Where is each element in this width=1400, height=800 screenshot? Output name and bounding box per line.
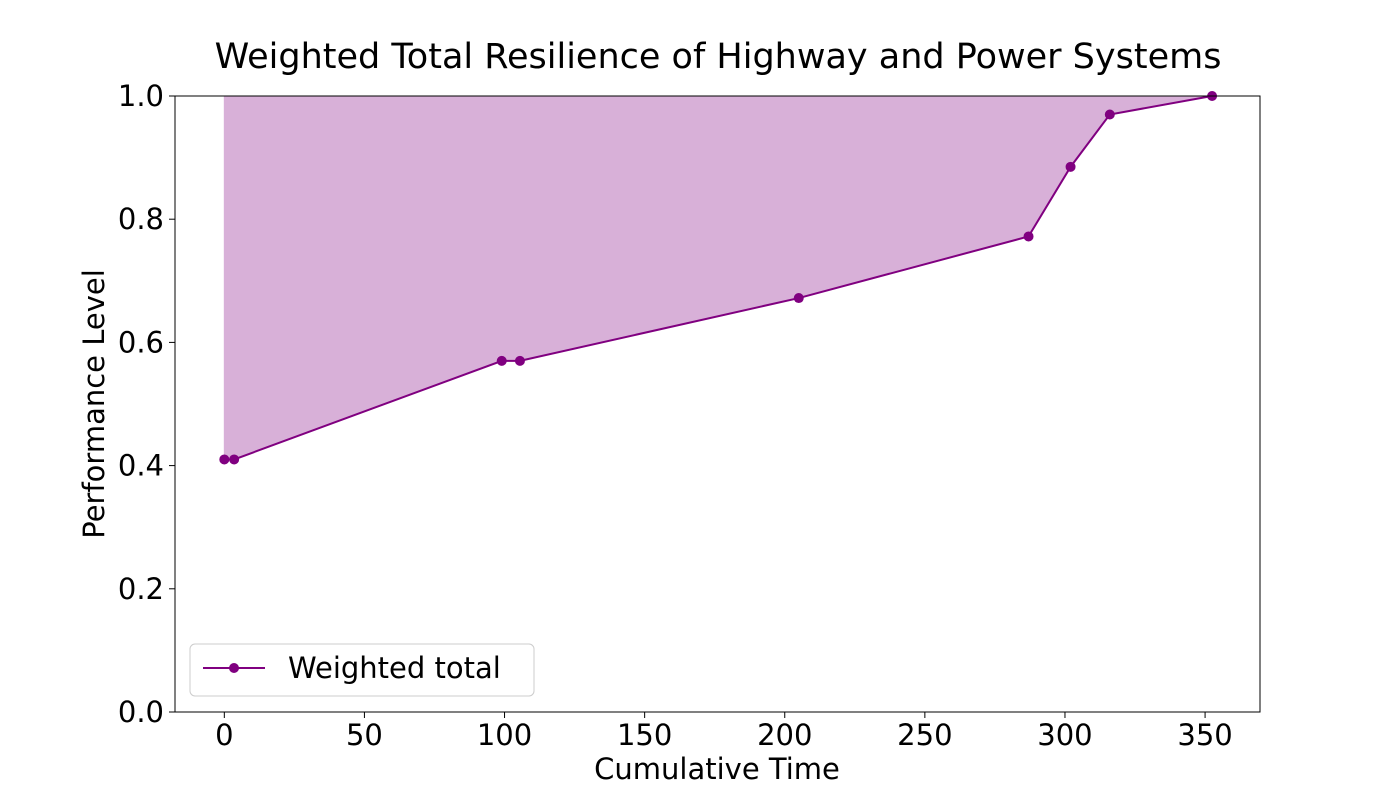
y-tick-label: 0.4 (118, 449, 164, 483)
y-tick-label: 0.6 (118, 325, 164, 359)
data-point (1023, 231, 1034, 242)
x-tick-label: 350 (1177, 718, 1232, 752)
data-point (1104, 109, 1115, 120)
y-tick-label: 0.2 (118, 572, 164, 606)
data-point (496, 355, 507, 366)
legend-marker-swatch (229, 663, 239, 673)
x-axis-ticks: 0 50 100 150 200 250 300 350 (215, 712, 1233, 752)
x-tick-label: 0 (215, 718, 233, 752)
legend-box (189, 643, 535, 697)
y-axis-ticks: 0.0 0.2 0.4 0.6 0.8 1.0 (118, 79, 175, 729)
data-point (793, 293, 804, 304)
data-point (219, 454, 230, 465)
y-axis-label: Performance Level (77, 269, 111, 539)
chart-title: Weighted Total Resilience of Highway and… (215, 37, 1222, 77)
data-point (1065, 161, 1076, 172)
x-tick-label: 50 (346, 718, 383, 752)
y-tick-label: 1.0 (118, 79, 164, 113)
x-tick-label: 300 (1037, 718, 1092, 752)
x-axis-label: Cumulative Time (594, 752, 840, 786)
x-tick-label: 200 (757, 718, 812, 752)
legend-entry-label: Weighted total (288, 651, 501, 685)
plot-frame (174, 95, 1261, 713)
y-tick-label: 0.8 (118, 202, 164, 236)
x-tick-label: 250 (897, 718, 952, 752)
legend: Weighted total (189, 643, 535, 697)
data-point (514, 355, 525, 366)
data-point (229, 454, 240, 465)
y-tick-label: 0.0 (118, 695, 164, 729)
x-tick-label: 150 (617, 718, 672, 752)
plot-area (174, 91, 1261, 713)
x-tick-label: 100 (477, 718, 532, 752)
